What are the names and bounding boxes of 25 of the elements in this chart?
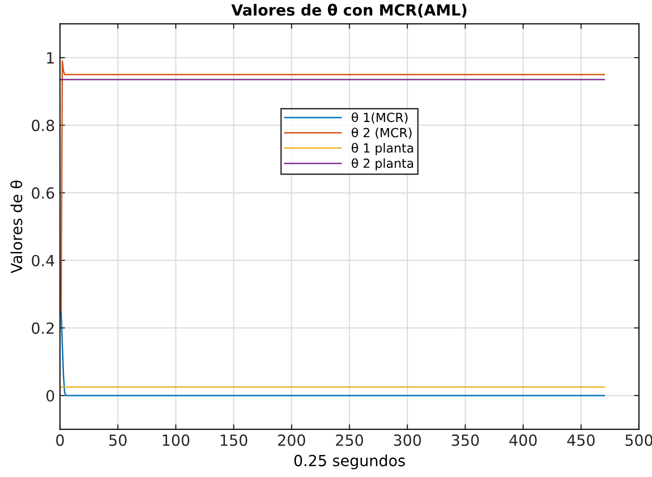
y-tick-label: 0.8 [32, 120, 54, 132]
legend-label: θ 1 planta [352, 142, 414, 156]
x-tick-label: 150 [220, 434, 248, 446]
legend-label: θ 1(MCR) [352, 112, 408, 124]
chart-title: Valores de θ con MCR(AML) [231, 4, 466, 18]
x-tick-label: 250 [336, 434, 364, 446]
y-tick-label: 0.2 [32, 322, 54, 334]
x-tick-label: 200 [278, 434, 306, 446]
y-tick-label: 0.4 [32, 254, 54, 266]
y-tick-label: 1 [47, 52, 54, 64]
line-series [60, 60, 605, 312]
x-tick-label: 350 [452, 434, 479, 446]
y-tick-label: 0.6 [32, 187, 54, 199]
x-tick-label: 50 [109, 434, 127, 446]
x-tick-label: 100 [162, 434, 190, 446]
legend-label: θ 2 planta [352, 158, 414, 170]
line-series [60, 310, 605, 396]
x-tick-label: 400 [509, 434, 537, 446]
x-tick-label: 300 [394, 434, 421, 446]
y-tick-label: 0 [46, 390, 54, 402]
y-axis-title: Valores de θ [10, 180, 22, 274]
legend-label: θ 2 (MCR) [352, 128, 412, 139]
x-tick-label: 0 [56, 434, 64, 446]
x-axis-title: 0.25 segundos [294, 454, 405, 470]
x-tick-label: 450 [567, 434, 595, 446]
